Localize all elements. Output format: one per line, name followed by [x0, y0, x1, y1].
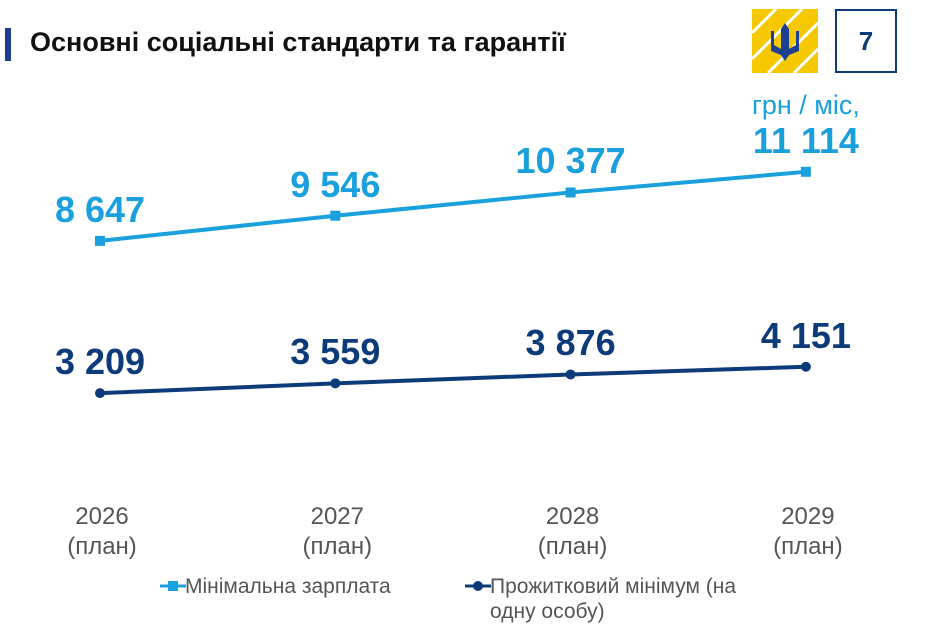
legend-marker [473, 581, 483, 591]
data-label: 4 151 [760, 314, 851, 356]
marker [330, 378, 341, 389]
marker [800, 361, 811, 372]
title: Основні соціальні стандарти та гарантії [30, 27, 566, 57]
x-tick-label: 2028 (план) [537, 503, 608, 560]
series-line [99, 364, 806, 396]
marker [95, 388, 105, 399]
x-tick-label: 2027 (план) [302, 503, 373, 560]
legend-label: Мінімальна зарплата [185, 575, 391, 598]
marker [565, 187, 576, 198]
data-label: 3 209 [54, 341, 146, 383]
data-label: 11 114 [752, 119, 859, 161]
data-label: 9 546 [290, 163, 381, 205]
data-label: 8 647 [54, 188, 146, 230]
logo [752, 9, 818, 73]
marker [330, 210, 341, 221]
marker [800, 166, 811, 177]
logo-emblem [752, 9, 818, 73]
legend-label: Прожитковий мінімум (на одну особу) [490, 575, 737, 623]
x-tick-label: 2029 (план) [773, 503, 843, 560]
legend-swatch [160, 581, 186, 591]
legend-marker [168, 581, 178, 591]
series-line [99, 169, 807, 243]
legend-swatch [465, 581, 491, 591]
data-label: 3 559 [290, 331, 381, 373]
title-accent [5, 28, 11, 61]
x-tick-label: 2026 (план) [67, 503, 137, 560]
marker [565, 369, 576, 380]
data-label: 3 876 [525, 322, 616, 364]
page-number: 7 [835, 9, 897, 73]
unit-label: грн / міс, [752, 90, 860, 120]
data-label: 10 377 [515, 140, 626, 182]
marker [95, 235, 105, 246]
